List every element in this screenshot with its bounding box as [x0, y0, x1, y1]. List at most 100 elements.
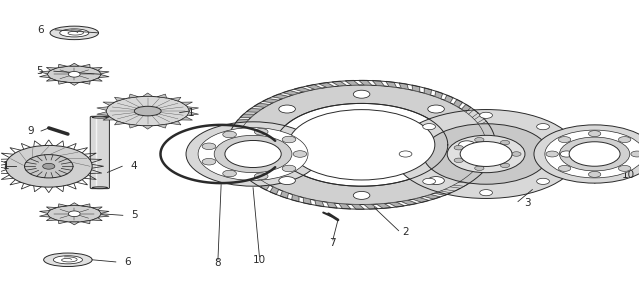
Circle shape: [428, 176, 444, 184]
Polygon shape: [81, 221, 90, 224]
Polygon shape: [81, 64, 90, 67]
Polygon shape: [461, 104, 471, 112]
Polygon shape: [97, 112, 108, 116]
Polygon shape: [40, 214, 50, 217]
Polygon shape: [445, 95, 453, 103]
Text: 2: 2: [402, 227, 408, 237]
Polygon shape: [294, 87, 310, 92]
Polygon shape: [188, 107, 198, 110]
Polygon shape: [103, 102, 115, 105]
Polygon shape: [46, 67, 57, 70]
Text: 1: 1: [3, 161, 9, 171]
Polygon shape: [99, 75, 109, 78]
Polygon shape: [230, 155, 241, 162]
Text: 10: 10: [621, 170, 634, 180]
Circle shape: [500, 140, 509, 145]
Polygon shape: [70, 203, 79, 206]
Polygon shape: [46, 207, 57, 210]
Polygon shape: [92, 67, 102, 70]
Circle shape: [5, 145, 92, 187]
Circle shape: [559, 137, 571, 143]
Circle shape: [254, 173, 268, 180]
Text: 7: 7: [330, 238, 336, 248]
Polygon shape: [99, 214, 109, 217]
Circle shape: [537, 124, 549, 130]
Polygon shape: [246, 108, 262, 112]
Polygon shape: [412, 85, 420, 92]
Circle shape: [68, 211, 80, 217]
Polygon shape: [479, 160, 492, 164]
Polygon shape: [254, 103, 269, 107]
Polygon shape: [58, 221, 67, 224]
Polygon shape: [58, 204, 67, 207]
Circle shape: [394, 110, 579, 198]
Polygon shape: [445, 187, 461, 191]
Circle shape: [43, 163, 55, 169]
Polygon shape: [170, 97, 181, 101]
Polygon shape: [231, 125, 244, 130]
Circle shape: [68, 71, 80, 77]
Polygon shape: [181, 102, 193, 105]
Circle shape: [447, 135, 525, 173]
Polygon shape: [115, 97, 125, 101]
Circle shape: [480, 112, 492, 118]
Polygon shape: [474, 115, 484, 123]
Polygon shape: [252, 177, 262, 185]
Polygon shape: [239, 167, 249, 174]
Polygon shape: [228, 131, 241, 136]
Circle shape: [512, 152, 521, 156]
Circle shape: [423, 178, 435, 184]
Circle shape: [198, 128, 308, 180]
Polygon shape: [303, 198, 311, 205]
Polygon shape: [81, 204, 90, 207]
Text: 1: 1: [188, 107, 195, 118]
Polygon shape: [283, 91, 299, 95]
Circle shape: [560, 151, 573, 157]
Text: 3: 3: [524, 198, 531, 208]
Ellipse shape: [47, 205, 101, 222]
Circle shape: [454, 145, 463, 150]
Polygon shape: [474, 166, 488, 170]
Circle shape: [460, 142, 512, 166]
Circle shape: [223, 131, 236, 138]
Text: 8: 8: [214, 258, 221, 268]
Polygon shape: [181, 117, 193, 120]
Polygon shape: [99, 211, 109, 213]
Polygon shape: [92, 78, 102, 81]
Ellipse shape: [53, 256, 83, 264]
Circle shape: [459, 141, 476, 149]
Polygon shape: [468, 110, 478, 117]
Polygon shape: [435, 191, 451, 195]
Circle shape: [223, 170, 236, 177]
Polygon shape: [81, 81, 90, 84]
Circle shape: [423, 124, 435, 130]
Text: 5: 5: [131, 210, 138, 220]
Text: 6: 6: [37, 25, 44, 35]
Polygon shape: [46, 78, 57, 81]
Polygon shape: [307, 85, 322, 89]
Polygon shape: [401, 200, 417, 205]
Polygon shape: [424, 88, 431, 95]
Polygon shape: [315, 200, 324, 207]
Polygon shape: [129, 94, 138, 98]
Text: 5: 5: [36, 66, 42, 76]
Circle shape: [618, 137, 631, 143]
Polygon shape: [245, 172, 255, 180]
Polygon shape: [170, 121, 181, 125]
Ellipse shape: [92, 116, 108, 118]
Ellipse shape: [47, 66, 101, 83]
Polygon shape: [468, 172, 483, 176]
Text: 6: 6: [124, 257, 131, 267]
Circle shape: [279, 105, 296, 113]
Circle shape: [475, 138, 484, 142]
Polygon shape: [479, 121, 489, 129]
Polygon shape: [351, 205, 364, 209]
Circle shape: [24, 155, 73, 178]
Polygon shape: [115, 121, 125, 125]
Polygon shape: [272, 94, 289, 99]
Circle shape: [202, 158, 216, 165]
Polygon shape: [58, 64, 67, 67]
Polygon shape: [319, 83, 334, 87]
FancyBboxPatch shape: [90, 116, 109, 188]
Polygon shape: [372, 81, 384, 86]
